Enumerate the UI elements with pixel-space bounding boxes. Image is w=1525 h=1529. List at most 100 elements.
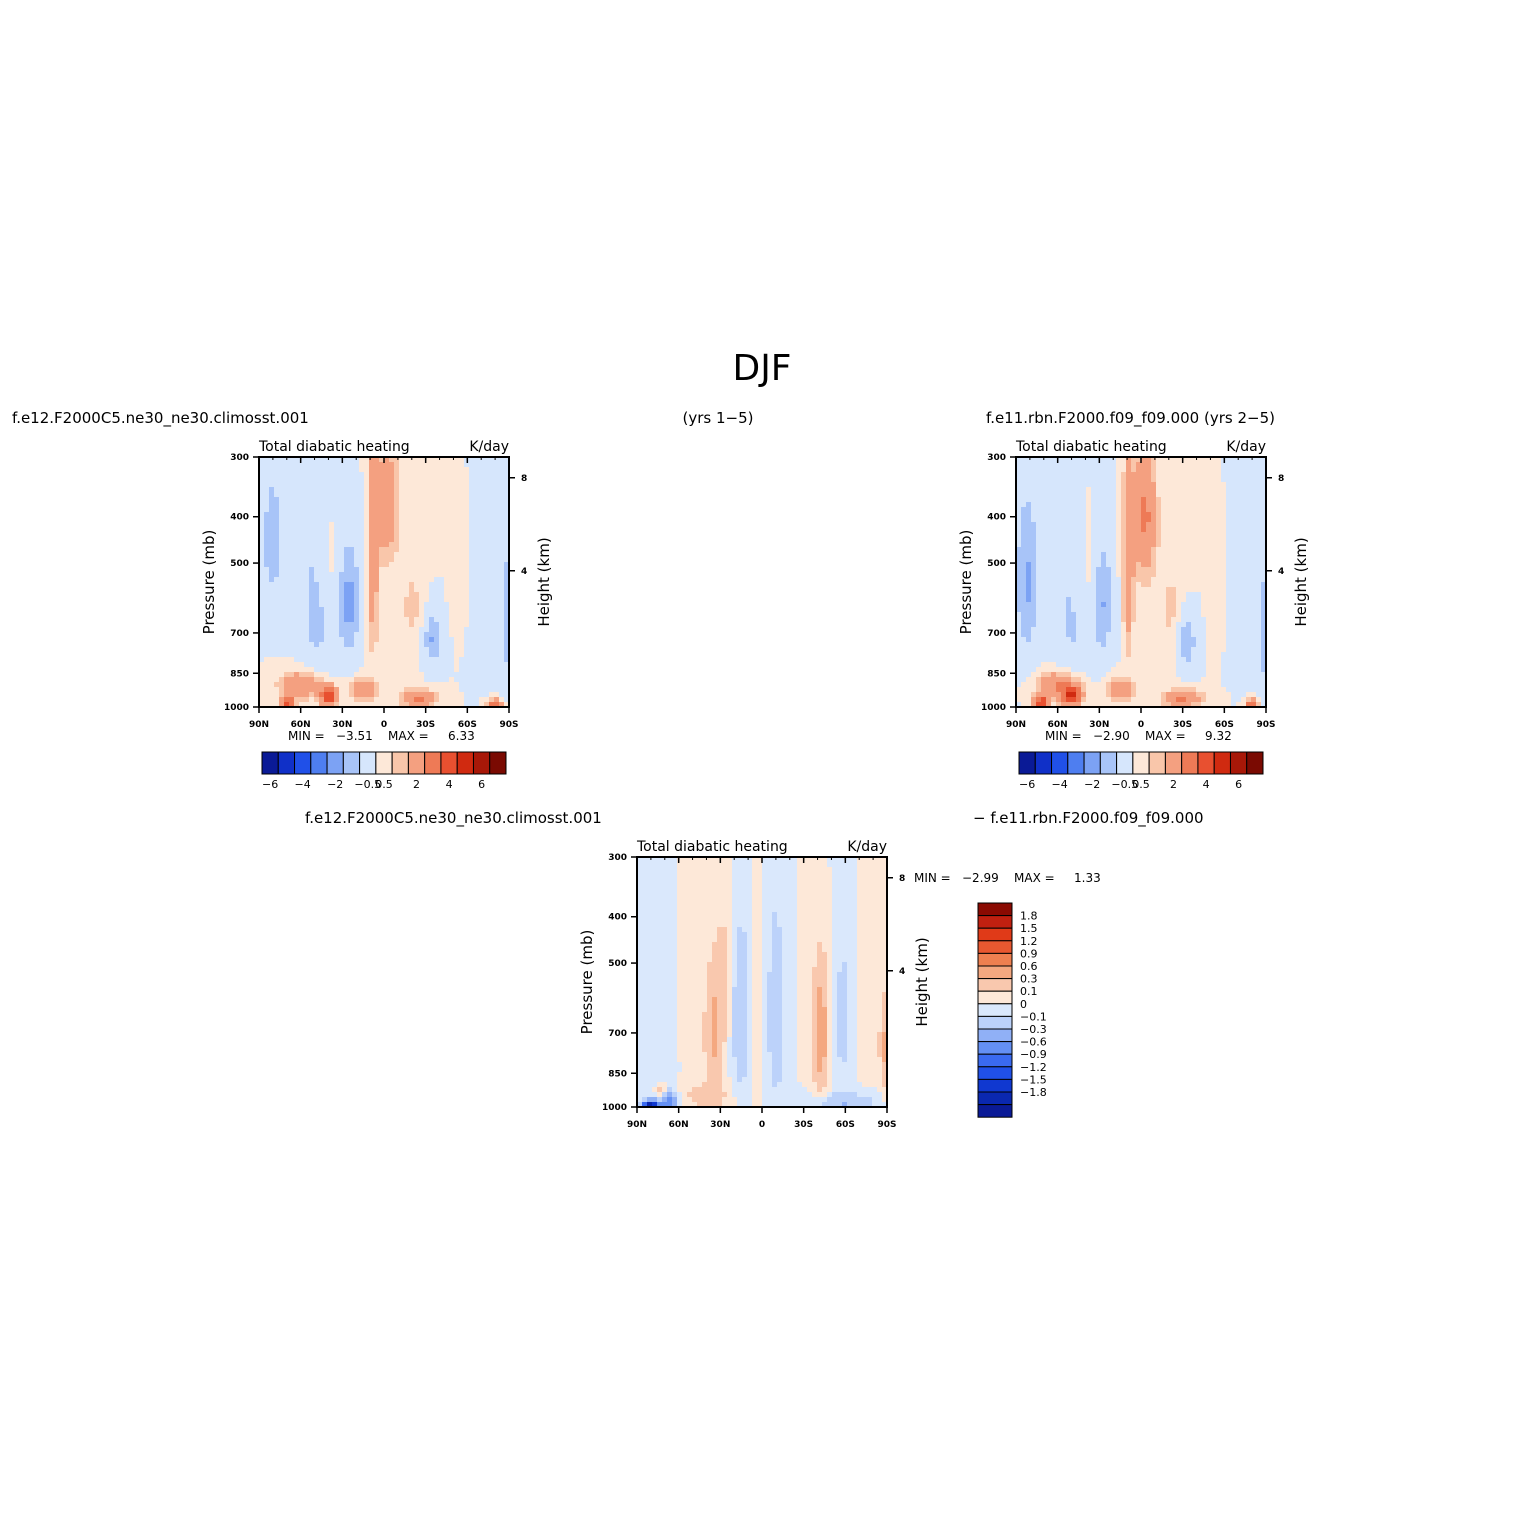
heatmap-cell: [444, 612, 449, 617]
heatmap-cell: [1256, 472, 1261, 477]
heatmap-cell: [334, 622, 339, 627]
heatmap-cell: [1101, 502, 1106, 507]
heatmap-cell: [334, 527, 339, 532]
heatmap-cell: [284, 517, 289, 522]
heatmap-cell: [409, 667, 414, 672]
heatmap-cell: [1041, 477, 1046, 482]
heatmap-cell: [1091, 612, 1096, 617]
heatmap-cell: [1031, 642, 1036, 647]
y-tick-label: 300: [230, 453, 249, 463]
heatmap-cell: [379, 567, 384, 572]
heatmap-cell: [1031, 477, 1036, 482]
heatmap-cell: [1101, 477, 1106, 482]
heatmap-cell: [319, 502, 324, 507]
heatmap-cell: [379, 652, 384, 657]
heatmap-cell: [1031, 552, 1036, 557]
heatmap-cell: [389, 617, 394, 622]
heatmap-cell: [319, 642, 324, 647]
heatmap-cell: [1036, 612, 1041, 617]
heatmap-cell: [1181, 547, 1186, 552]
heatmap-cell: [404, 682, 409, 687]
heatmap-cell: [1246, 602, 1251, 607]
heatmap-cell: [419, 497, 424, 502]
heatmap-cell: [1031, 637, 1036, 642]
heatmap-cell: [1021, 672, 1026, 677]
heatmap-cell: [399, 542, 404, 547]
heatmap-cell: [469, 517, 474, 522]
heatmap-cell: [1156, 552, 1161, 557]
heatmap-cell: [339, 557, 344, 562]
heatmap-cell: [409, 617, 414, 622]
heatmap-cell: [1201, 657, 1206, 662]
heatmap-cell: [434, 472, 439, 477]
heatmap-cell: [369, 522, 374, 527]
heatmap-cell: [1101, 517, 1106, 522]
heatmap-cell: [389, 642, 394, 647]
heatmap-cell: [389, 462, 394, 467]
heatmap-cell: [424, 532, 429, 537]
heatmap-cell: [459, 577, 464, 582]
heatmap-cell: [284, 682, 289, 687]
heatmap-cell: [1146, 507, 1151, 512]
heatmap-cell: [379, 592, 384, 597]
heatmap-cell: [354, 577, 359, 582]
heatmap-cell: [1181, 602, 1186, 607]
heatmap-cell: [1181, 617, 1186, 622]
heatmap-cell: [279, 512, 284, 517]
heatmap-cell: [1231, 472, 1236, 477]
heatmap-cell: [414, 542, 419, 547]
heatmap-cell: [489, 652, 494, 657]
heatmap-cell: [499, 512, 504, 517]
heatmap-cell: [1226, 507, 1231, 512]
heatmap-cell: [1071, 482, 1076, 487]
heatmap-cell: [404, 532, 409, 537]
heatmap-cell: [1151, 537, 1156, 542]
heatmap-cell: [464, 582, 469, 587]
heatmap-cell: [439, 657, 444, 662]
heatmap-cell: [379, 537, 384, 542]
heatmap-cell: [459, 607, 464, 612]
heatmap-cell: [324, 642, 329, 647]
heatmap-cell: [424, 542, 429, 547]
heatmap-cell: [1041, 542, 1046, 547]
heatmap-cell: [489, 687, 494, 692]
heatmap-cell: [1056, 537, 1061, 542]
heatmap-cell: [1141, 562, 1146, 567]
colorbar-box: [408, 752, 424, 774]
heatmap-cell: [334, 462, 339, 467]
heatmap-cell: [1216, 477, 1221, 482]
heatmap-cell: [409, 507, 414, 512]
heatmap-cell: [474, 502, 479, 507]
heatmap-cell: [344, 612, 349, 617]
heatmap-cell: [339, 662, 344, 667]
heatmap-cell: [334, 672, 339, 677]
heatmap-cell: [294, 507, 299, 512]
heatmap-cell: [464, 552, 469, 557]
heatmap-cell: [484, 557, 489, 562]
heatmap-cell: [1126, 462, 1131, 467]
heatmap-cell: [1036, 677, 1041, 682]
heatmap-cell: [1076, 657, 1081, 662]
heatmap-cell: [314, 492, 319, 497]
heatmap-cell: [1036, 547, 1041, 552]
heatmap-cell: [364, 632, 369, 637]
heatmap-cell: [464, 642, 469, 647]
heatmap-cell: [1166, 482, 1171, 487]
heatmap-cell: [1101, 507, 1106, 512]
heatmap-cell: [264, 597, 269, 602]
heatmap-cell: [1156, 682, 1161, 687]
heatmap-cell: [1241, 692, 1246, 697]
heatmap-cell: [269, 652, 274, 657]
heatmap-cell: [264, 672, 269, 677]
heatmap-cell: [294, 627, 299, 632]
heatmap-cell: [494, 487, 499, 492]
heatmap-cell: [339, 632, 344, 637]
heatmap-cell: [269, 682, 274, 687]
heatmap-cell: [1091, 622, 1096, 627]
heatmap-cell: [289, 657, 294, 662]
heatmap-cell: [1021, 612, 1026, 617]
heatmap-cell: [1036, 482, 1041, 487]
heatmap-cell: [1221, 537, 1226, 542]
heatmap-cell: [364, 472, 369, 477]
heatmap-cell: [1201, 572, 1206, 577]
